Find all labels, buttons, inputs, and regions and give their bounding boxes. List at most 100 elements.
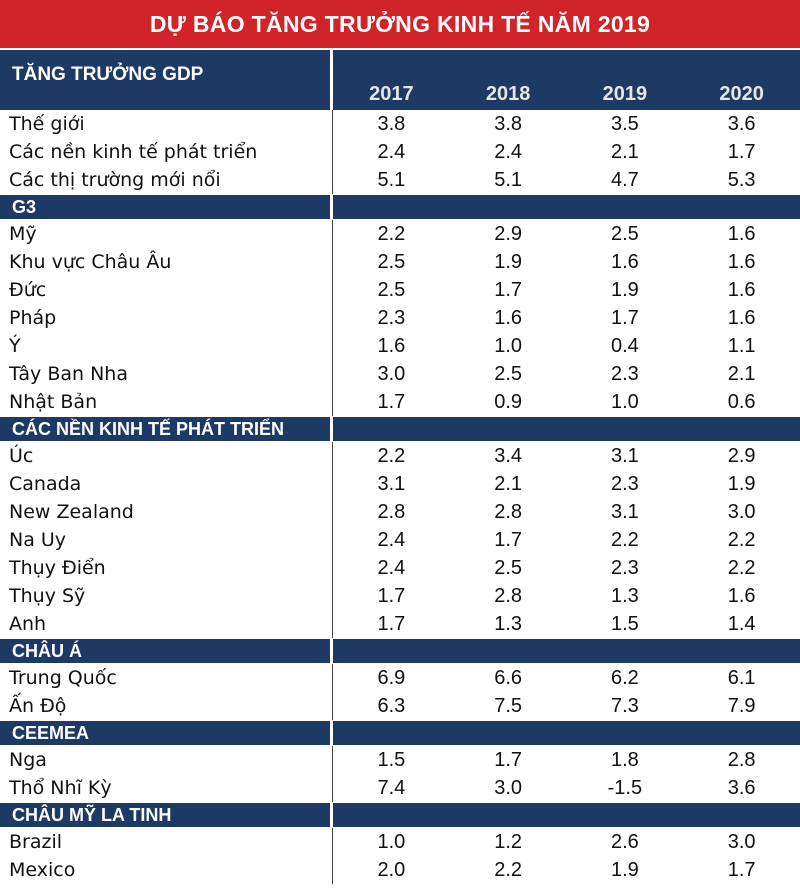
value-cell: 2.2 <box>610 528 639 551</box>
section-name: CÁC NỀN KINH TẾ PHÁT TRIỂN <box>0 417 330 441</box>
section-name: CEEMEA <box>0 721 330 745</box>
section-header: G3 <box>0 195 800 219</box>
value-cell: 1.9 <box>727 472 756 495</box>
value-cell: 7.5 <box>494 694 523 717</box>
value-cell: 2.3 <box>377 306 406 329</box>
value-cell: 2.9 <box>494 222 523 245</box>
year-header: 2017 <box>369 83 414 105</box>
value-cell: 2.0 <box>377 858 406 881</box>
row-values: 1.7 1.3 1.5 1.4 <box>332 610 800 638</box>
table-row: Ấn Độ 6.3 7.5 7.3 7.9 <box>0 692 800 720</box>
row-label: Nga <box>9 749 47 771</box>
row-label: Trung Quốc <box>9 667 117 689</box>
table-row: Nhật Bản 1.7 0.9 1.0 0.6 <box>0 388 800 416</box>
value-cell: 2.1 <box>610 140 639 163</box>
value-cell: 3.0 <box>727 830 756 853</box>
year-header: 2020 <box>719 83 764 105</box>
section-name: CHÂU MỸ LA TINH <box>0 803 330 827</box>
value-cell: 1.7 <box>727 140 756 163</box>
section-fill <box>333 721 800 745</box>
value-cell: 0.4 <box>610 334 639 357</box>
value-cell: 1.3 <box>494 612 523 635</box>
value-cell: 1.6 <box>494 306 523 329</box>
value-cell: -1.5 <box>607 776 643 799</box>
value-cell: 2.3 <box>610 556 639 579</box>
value-cell: 3.6 <box>727 112 756 135</box>
row-values: 3.8 3.8 3.5 3.6 <box>332 110 800 138</box>
value-cell: 2.8 <box>377 500 406 523</box>
value-cell: 2.4 <box>377 140 406 163</box>
row-values: 5.1 5.1 4.7 5.3 <box>332 166 800 194</box>
value-cell: 2.5 <box>610 222 639 245</box>
value-cell: 1.7 <box>377 584 406 607</box>
value-cell: 2.6 <box>610 830 639 853</box>
value-cell: 2.3 <box>610 472 639 495</box>
table-row: New Zealand 2.8 2.8 3.1 3.0 <box>0 498 800 526</box>
table-row: Mexico 2.0 2.2 1.9 1.7 <box>0 856 800 884</box>
year-header: 2018 <box>485 83 531 105</box>
section-fill <box>333 803 800 827</box>
table-row: Nga 1.5 1.7 1.8 2.8 <box>0 746 800 774</box>
section-header: CHÂU Á <box>0 639 800 663</box>
value-cell: 1.9 <box>610 278 639 301</box>
value-cell: 2.2 <box>377 222 406 245</box>
value-cell: 3.0 <box>377 362 406 385</box>
value-cell: 3.8 <box>377 112 406 135</box>
row-values: 1.7 2.8 1.3 1.6 <box>332 582 800 610</box>
row-values: 1.7 0.9 1.0 0.6 <box>332 388 800 416</box>
value-cell: 2.5 <box>377 250 406 273</box>
value-cell: 1.6 <box>727 222 756 245</box>
row-values: 2.2 2.9 2.5 1.6 <box>332 220 800 248</box>
row-values: 3.1 2.1 2.3 1.9 <box>332 470 800 498</box>
value-cell: 6.1 <box>727 666 756 689</box>
value-cell: 1.7 <box>377 390 406 413</box>
row-label: Úc <box>9 445 34 467</box>
table-row: Thụy Điển 2.4 2.5 2.3 2.2 <box>0 554 800 582</box>
row-label: Mexico <box>9 859 76 881</box>
value-cell: 7.4 <box>377 776 406 799</box>
value-cell: 1.4 <box>727 612 756 635</box>
row-label: Các thị trường mới nổi <box>9 169 221 191</box>
value-cell: 1.6 <box>610 250 639 273</box>
value-cell: 1.7 <box>727 858 756 881</box>
row-label: Thụy Điển <box>9 557 106 579</box>
row-values: 2.4 1.7 2.2 2.2 <box>332 526 800 554</box>
value-cell: 2.4 <box>377 528 406 551</box>
value-cell: 1.5 <box>377 748 406 771</box>
row-label: Ấn Độ <box>9 695 67 717</box>
table-body: Thế giới 3.8 3.8 3.5 3.6 Các nền kinh tế phát… <box>0 110 800 884</box>
year-headers: 2017 2018 2019 2020 <box>333 50 800 110</box>
value-cell: 1.7 <box>494 278 523 301</box>
value-cell: 1.0 <box>494 334 523 357</box>
value-cell: 1.0 <box>610 390 639 413</box>
value-cell: 2.2 <box>727 528 756 551</box>
table-row: Pháp 2.3 1.6 1.7 1.6 <box>0 304 800 332</box>
table-row: Úc 2.2 3.4 3.1 2.9 <box>0 442 800 470</box>
row-label: New Zealand <box>9 501 134 523</box>
row-values: 2.8 2.8 3.1 3.0 <box>332 498 800 526</box>
value-cell: 0.9 <box>494 390 523 413</box>
value-cell: 2.9 <box>727 444 756 467</box>
value-cell: 3.6 <box>727 776 756 799</box>
row-values: 2.2 3.4 3.1 2.9 <box>332 442 800 470</box>
value-cell: 7.9 <box>727 694 756 717</box>
value-cell: 2.5 <box>494 556 523 579</box>
row-values: 1.6 1.0 0.4 1.1 <box>332 332 800 360</box>
value-cell: 1.7 <box>494 528 523 551</box>
row-values: 1.5 1.7 1.8 2.8 <box>332 746 800 774</box>
value-cell: 2.5 <box>494 362 523 385</box>
value-cell: 1.0 <box>377 830 406 853</box>
row-label: Na Uy <box>9 529 67 551</box>
value-cell: 3.0 <box>727 500 756 523</box>
value-cell: 6.3 <box>377 694 406 717</box>
row-values: 2.3 1.6 1.7 1.6 <box>332 304 800 332</box>
table-header: TĂNG TRƯỞNG GDP 2017 2018 2019 2020 <box>0 50 800 110</box>
table-row: Thế giới 3.8 3.8 3.5 3.6 <box>0 110 800 138</box>
value-cell: 1.7 <box>610 306 639 329</box>
value-cell: 1.7 <box>494 748 523 771</box>
value-cell: 1.6 <box>377 334 406 357</box>
row-label: Brazil <box>9 831 63 853</box>
row-label: Thổ Nhĩ Kỳ <box>9 777 112 799</box>
value-cell: 2.2 <box>377 444 406 467</box>
value-cell: 6.2 <box>610 666 639 689</box>
